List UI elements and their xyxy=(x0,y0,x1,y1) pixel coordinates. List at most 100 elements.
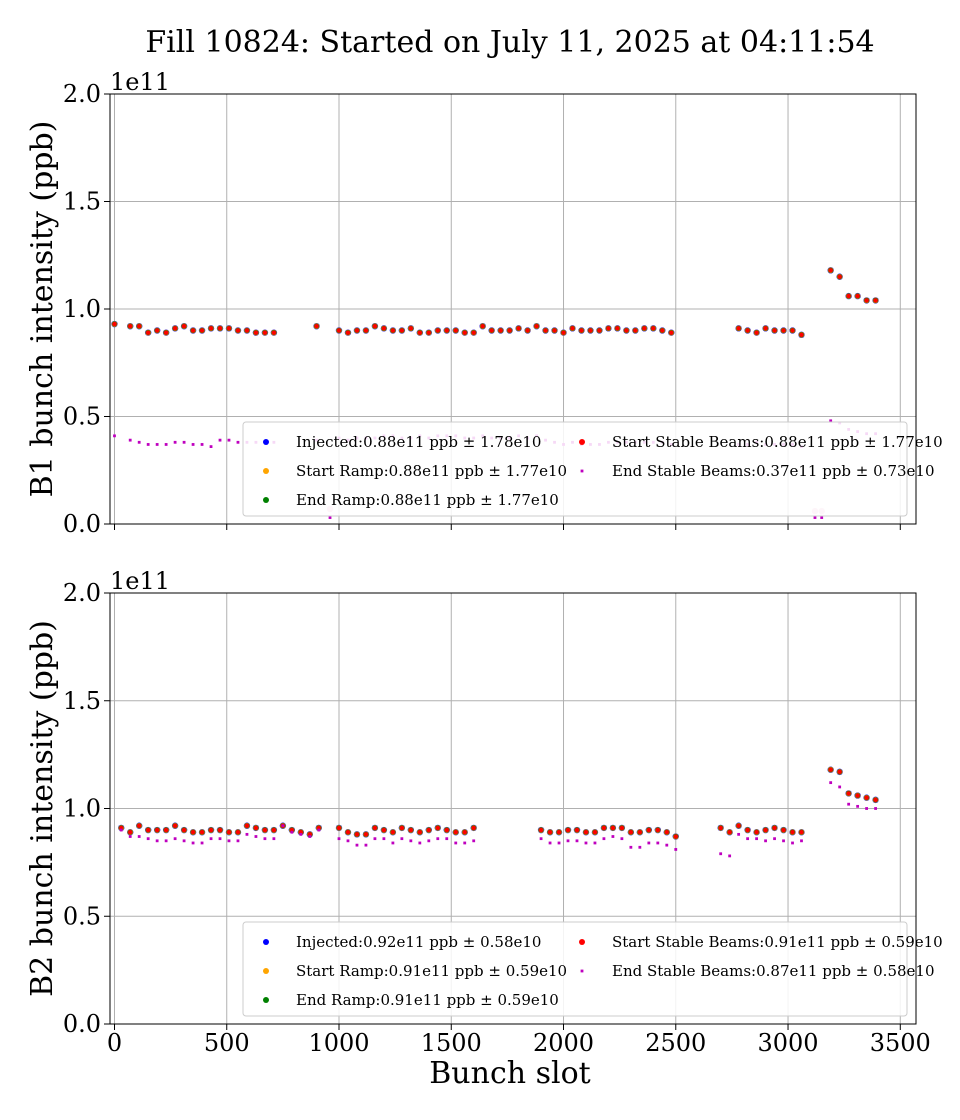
y-tick-label: 1.5 xyxy=(63,188,101,216)
legend-marker-start-ramp xyxy=(263,468,269,474)
point-start-stable xyxy=(453,830,458,835)
point-end-stable xyxy=(829,781,833,785)
point-end-stable xyxy=(236,839,240,843)
point-end-stable xyxy=(254,835,258,838)
point-end-stable xyxy=(272,837,276,841)
y-axis-label: B1 bunch intensity (ppb) xyxy=(25,121,60,498)
y-tick-label: 0.5 xyxy=(63,403,101,431)
y-tick-label: 2.0 xyxy=(63,579,101,607)
point-start-stable xyxy=(363,328,369,333)
legend-entry: Start Stable Beams:0.91e11 ppb ± 0.59e10 xyxy=(612,933,943,951)
point-end-stable xyxy=(227,438,231,442)
point-start-stable xyxy=(781,827,786,833)
point-start-stable xyxy=(772,328,777,333)
point-start-stable xyxy=(262,827,268,833)
point-end-stable xyxy=(119,828,123,832)
point-start-stable xyxy=(669,330,674,335)
point-start-stable xyxy=(790,328,795,333)
point-start-stable xyxy=(390,830,396,835)
legend-marker-end-ramp xyxy=(263,997,269,1003)
legend-marker-injected xyxy=(263,939,269,945)
point-end-stable xyxy=(454,841,458,845)
y-tick-label: 0.0 xyxy=(63,1010,101,1038)
point-end-stable xyxy=(346,839,350,843)
point-start-stable xyxy=(471,330,476,335)
point-start-stable xyxy=(736,823,741,828)
point-start-stable xyxy=(190,830,196,835)
point-start-stable xyxy=(417,830,423,835)
point-start-stable xyxy=(172,823,178,828)
point-start-stable xyxy=(199,328,205,333)
point-start-stable xyxy=(772,825,777,831)
point-end-stable xyxy=(355,843,359,847)
legend xyxy=(242,421,908,517)
point-start-stable xyxy=(628,830,634,835)
point-start-stable xyxy=(381,326,387,331)
point-start-stable xyxy=(754,830,759,835)
point-start-stable xyxy=(471,825,476,831)
y-tick-label: 2.0 xyxy=(63,80,101,108)
point-start-stable xyxy=(235,328,241,333)
legend-marker-injected xyxy=(263,439,269,445)
point-start-stable xyxy=(217,326,223,331)
point-start-stable xyxy=(538,827,544,833)
point-start-stable xyxy=(664,830,669,835)
point-end-stable xyxy=(791,841,794,845)
point-start-stable xyxy=(399,328,405,333)
point-end-stable xyxy=(337,837,341,841)
point-end-stable xyxy=(137,440,141,444)
point-start-stable xyxy=(754,330,759,335)
point-start-stable xyxy=(208,827,214,833)
legend xyxy=(242,921,908,1017)
point-start-stable xyxy=(846,293,851,299)
point-start-stable xyxy=(444,827,449,833)
point-end-stable xyxy=(629,845,633,849)
point-end-stable xyxy=(436,837,440,841)
y-axis-label: B2 bunch intensity (ppb) xyxy=(25,620,60,997)
point-start-stable xyxy=(507,328,512,333)
point-start-stable xyxy=(583,830,589,835)
point-end-stable xyxy=(308,835,312,838)
point-end-stable xyxy=(746,837,750,841)
point-end-stable xyxy=(155,839,159,843)
point-start-stable xyxy=(181,324,187,329)
x-tick-label: 2000 xyxy=(533,1029,594,1057)
point-start-stable xyxy=(718,825,723,831)
point-start-stable xyxy=(154,328,160,333)
point-start-stable xyxy=(597,328,602,333)
point-start-stable xyxy=(244,823,250,828)
point-start-stable xyxy=(226,830,232,835)
point-start-stable xyxy=(619,825,625,831)
point-start-stable xyxy=(745,328,750,333)
legend-marker-end-stable xyxy=(580,469,584,473)
point-end-stable xyxy=(209,445,213,448)
point-start-stable xyxy=(408,326,414,331)
point-start-stable xyxy=(601,825,607,831)
point-start-stable xyxy=(190,328,196,333)
point-end-stable xyxy=(137,835,141,838)
legend-entry: Start Stable Beams:0.88e11 ppb ± 1.77e10 xyxy=(612,433,943,451)
panel-b2: Injected:0.92e11 ppb ± 0.58e10 Start Ramp… xyxy=(25,567,943,1057)
legend-entry: Start Ramp:0.91e11 ppb ± 0.59e10 xyxy=(296,962,567,980)
point-end-stable xyxy=(128,835,132,838)
point-end-stable xyxy=(155,443,159,446)
point-end-stable xyxy=(593,841,597,845)
point-start-stable xyxy=(262,330,268,335)
point-start-stable xyxy=(271,827,277,833)
point-end-stable xyxy=(164,443,168,446)
point-start-stable xyxy=(660,328,665,333)
point-start-stable xyxy=(873,797,878,803)
point-start-stable xyxy=(828,268,833,273)
point-start-stable xyxy=(579,328,584,333)
point-end-stable xyxy=(539,837,543,841)
point-end-stable xyxy=(647,841,651,845)
point-start-stable xyxy=(128,324,133,329)
point-start-stable xyxy=(655,827,661,833)
point-end-stable xyxy=(164,839,168,843)
point-start-stable xyxy=(646,827,652,833)
point-end-stable xyxy=(113,434,116,438)
point-end-stable xyxy=(290,830,294,834)
x-tick-label: 500 xyxy=(204,1029,250,1057)
point-end-stable xyxy=(218,438,222,442)
point-end-stable xyxy=(427,839,431,843)
